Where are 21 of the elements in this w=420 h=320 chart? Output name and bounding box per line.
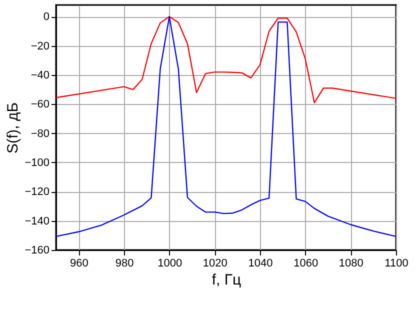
x-tick-label: 1000: [158, 258, 182, 270]
y-tick-label: −80: [30, 128, 50, 140]
y-tick-label: −40: [30, 70, 50, 82]
line-series: [55, 16, 397, 104]
x-axis-title: f, Гц: [212, 272, 242, 288]
y-axis-title: S(f), дБ: [4, 102, 22, 154]
y-tick-label: −140: [24, 215, 50, 228]
x-tick-label: 1100: [384, 258, 408, 270]
y-tick-label: −100: [24, 157, 50, 169]
x-tick-label: 1040: [248, 258, 273, 270]
x-tick-label: 1080: [338, 258, 364, 270]
y-tick-label: −60: [30, 98, 50, 111]
y-tick-label: −160: [24, 244, 50, 256]
x-tick-label: 980: [115, 258, 134, 270]
y-tick-label: −120: [24, 186, 50, 198]
y-tick-label: 0: [43, 11, 50, 24]
y-tick-label: −20: [30, 40, 50, 52]
line-series: [55, 16, 397, 238]
x-tick-label: 960: [70, 258, 88, 270]
x-tick-label: 1020: [202, 258, 228, 270]
x-tick-label: 1060: [294, 258, 318, 270]
